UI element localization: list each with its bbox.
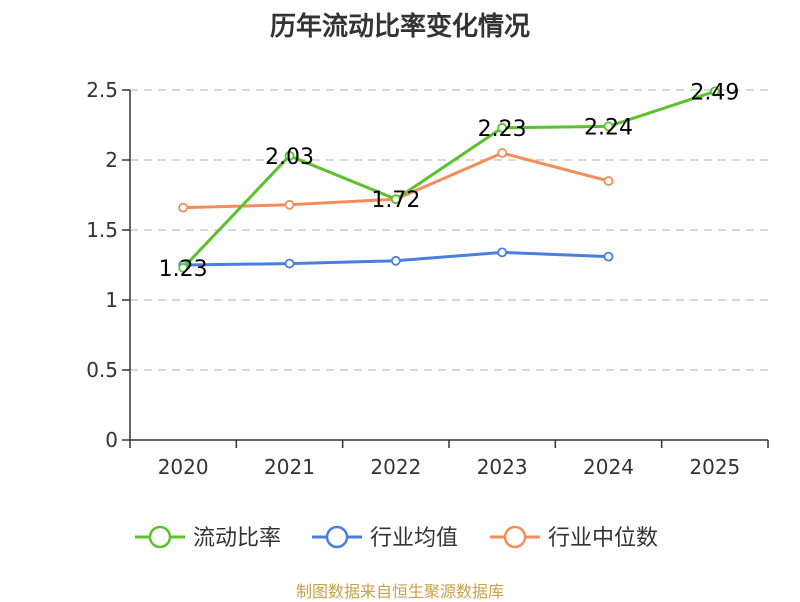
data-labels: 1.23 2.03 1.72 2.23 2.24 2.49 bbox=[159, 80, 740, 281]
y-tick-label: 2 bbox=[105, 148, 118, 172]
legend-marker bbox=[503, 525, 527, 549]
x-tick-label: 2021 bbox=[264, 455, 315, 479]
data-point bbox=[603, 251, 614, 262]
y-tick-label: 0 bbox=[105, 428, 118, 452]
legend-marker bbox=[148, 525, 172, 549]
x-tick-label: 2020 bbox=[158, 455, 209, 479]
x-tick-label: 2022 bbox=[370, 455, 421, 479]
legend-item[interactable]: 行业中位数 bbox=[490, 525, 658, 551]
grid-lines bbox=[130, 89, 768, 371]
series-line bbox=[182, 89, 716, 269]
y-tick-label: 0.5 bbox=[86, 358, 118, 382]
data-point bbox=[178, 202, 189, 213]
data-label: 2.03 bbox=[265, 145, 314, 170]
data-point bbox=[709, 86, 720, 97]
data-label: 2.49 bbox=[690, 80, 739, 105]
data-point bbox=[603, 176, 614, 186]
x-tick-label: 2025 bbox=[689, 455, 740, 479]
legend-label: 流动比率 bbox=[193, 526, 281, 551]
data-point bbox=[497, 148, 508, 158]
y-tick-label: 1.5 bbox=[86, 218, 118, 242]
legend-label: 行业中位数 bbox=[548, 526, 658, 551]
data-point bbox=[497, 247, 508, 258]
source-note: 制图数据来自恒生聚源数据库 bbox=[295, 582, 504, 601]
data-label: 2.24 bbox=[584, 115, 633, 140]
data-point bbox=[284, 150, 295, 161]
y-tick-label: 2.5 bbox=[86, 78, 118, 102]
y-tick-label: 1 bbox=[105, 288, 118, 312]
series-lines bbox=[178, 86, 720, 273]
legend-label: 行业均值 bbox=[370, 526, 458, 551]
legend-marker bbox=[325, 525, 349, 549]
data-label: 2.23 bbox=[478, 117, 527, 142]
x-tick-label: 2023 bbox=[477, 455, 528, 479]
chart-title: 历年流动比率变化情况 bbox=[269, 12, 530, 42]
data-point bbox=[390, 255, 401, 266]
legend-item[interactable]: 流动比率 bbox=[135, 525, 281, 551]
legend-item[interactable]: 行业均值 bbox=[312, 525, 458, 551]
x-tick-label: 2024 bbox=[583, 455, 634, 479]
data-point bbox=[497, 122, 508, 133]
data-label: 1.72 bbox=[371, 188, 420, 213]
data-point bbox=[603, 121, 614, 132]
data-point bbox=[284, 258, 295, 269]
data-label: 1.23 bbox=[159, 257, 208, 282]
data-point bbox=[178, 262, 189, 273]
legend[interactable]: 流动比率 行业均值 行业中位数 bbox=[135, 525, 658, 551]
data-point bbox=[284, 199, 295, 210]
data-point bbox=[390, 194, 401, 205]
axes: 0 0.5 1 1.5 2 2.5 2020 2021 2022 2023 2024 2025 bbox=[86, 78, 769, 479]
